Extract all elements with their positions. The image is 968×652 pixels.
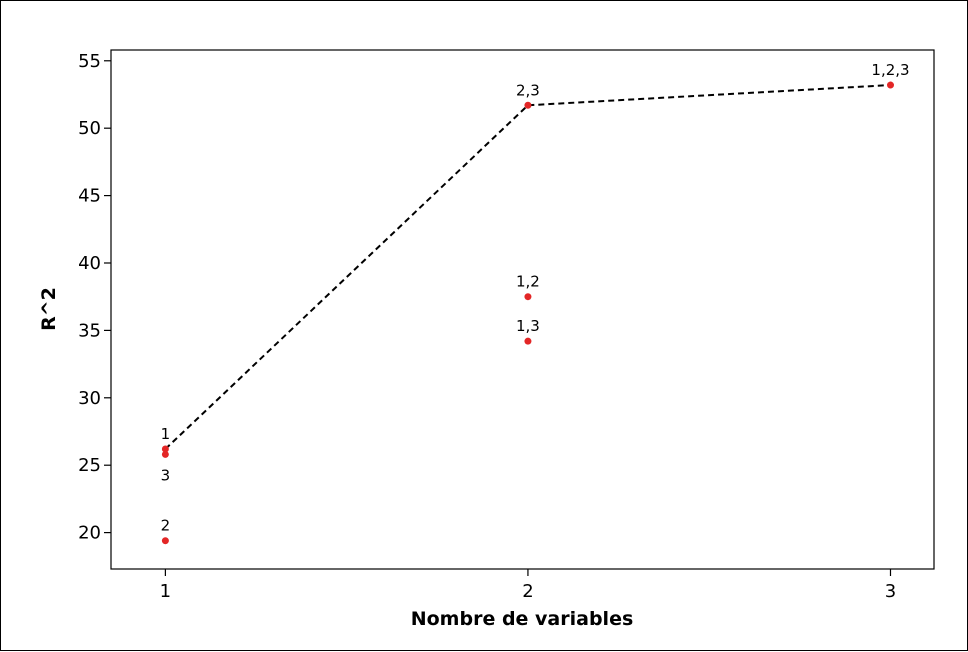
y-tick-label: 20 [78, 523, 101, 544]
point-label: 2,3 [516, 81, 540, 99]
y-axis-title: R^2 [38, 287, 60, 331]
data-point [162, 451, 169, 458]
y-tick-label: 25 [78, 455, 101, 476]
y-tick-label: 35 [78, 320, 101, 341]
point-label: 1 [161, 425, 171, 443]
data-point [887, 82, 894, 89]
point-label: 1,3 [516, 317, 540, 335]
x-tick-label: 2 [522, 581, 533, 602]
data-point [524, 338, 531, 345]
plot-area [111, 50, 934, 569]
y-tick-label: 45 [78, 186, 101, 207]
point-label: 1,2,3 [871, 61, 909, 79]
x-axis: 1 2 3 [160, 569, 897, 602]
x-tick-label: 1 [160, 581, 171, 602]
data-point [524, 293, 531, 300]
y-tick-label: 40 [78, 253, 101, 274]
y-tick-label: 55 [78, 51, 101, 72]
data-point [162, 537, 169, 544]
data-point [524, 102, 531, 109]
x-axis-title: Nombre de variables [411, 608, 634, 630]
y-tick-label: 30 [78, 388, 101, 409]
point-label: 3 [161, 466, 171, 484]
point-label: 1,2 [516, 273, 540, 291]
point-label: 2 [161, 517, 171, 535]
y-tick-label: 50 [78, 118, 101, 139]
y-axis: 20 25 30 35 40 45 50 55 [78, 51, 111, 544]
x-tick-label: 3 [885, 581, 896, 602]
